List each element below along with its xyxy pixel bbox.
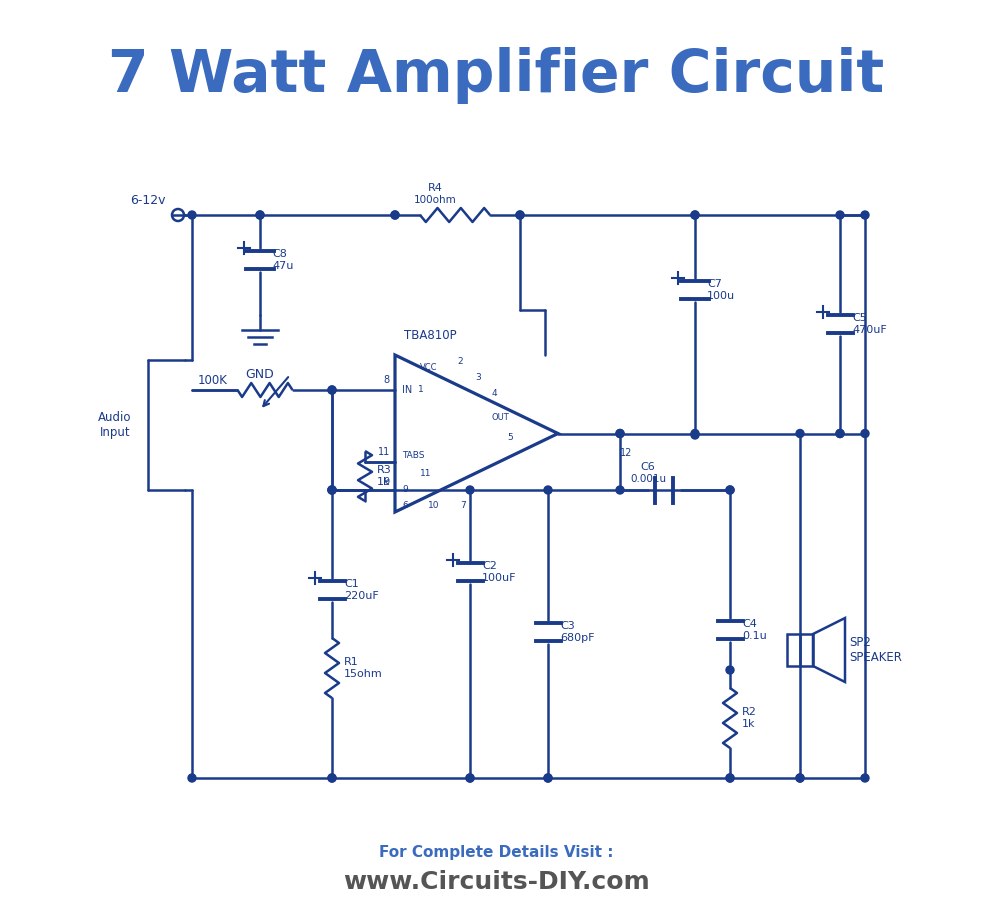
- Text: C8
47u: C8 47u: [272, 249, 294, 271]
- Circle shape: [328, 386, 336, 394]
- Text: 6: 6: [402, 501, 408, 510]
- Text: 12: 12: [620, 448, 632, 458]
- Text: 1: 1: [418, 385, 424, 394]
- Text: 11: 11: [420, 468, 432, 478]
- Circle shape: [726, 486, 734, 494]
- Circle shape: [328, 486, 336, 494]
- Circle shape: [726, 774, 734, 782]
- Text: www.Circuits-DIY.com: www.Circuits-DIY.com: [342, 870, 650, 894]
- Circle shape: [466, 774, 474, 782]
- Text: 11: 11: [378, 447, 390, 457]
- Circle shape: [861, 429, 869, 437]
- Text: 2: 2: [457, 358, 463, 367]
- Text: 6-12v: 6-12v: [130, 194, 166, 207]
- Text: C7
100u: C7 100u: [707, 279, 735, 301]
- Bar: [787, 634, 813, 666]
- Text: 3: 3: [475, 373, 481, 382]
- Circle shape: [861, 774, 869, 782]
- Text: C2
100uF: C2 100uF: [482, 561, 517, 583]
- Circle shape: [466, 774, 474, 782]
- Text: TABS: TABS: [402, 450, 425, 459]
- Text: R2
1k: R2 1k: [742, 707, 757, 729]
- Text: C5
470uF: C5 470uF: [852, 314, 887, 335]
- Circle shape: [796, 429, 804, 437]
- Text: 4: 4: [491, 389, 497, 397]
- Circle shape: [691, 211, 699, 219]
- Text: 10: 10: [428, 501, 439, 510]
- Circle shape: [836, 429, 844, 437]
- Text: VCC: VCC: [420, 363, 437, 372]
- Text: 8: 8: [384, 375, 390, 385]
- Text: R3
1k: R3 1k: [377, 465, 392, 487]
- Text: C6: C6: [641, 462, 656, 472]
- Text: 9: 9: [402, 486, 408, 494]
- Circle shape: [256, 211, 264, 219]
- Circle shape: [691, 431, 699, 439]
- Circle shape: [516, 211, 524, 219]
- Circle shape: [726, 666, 734, 674]
- Circle shape: [256, 211, 264, 219]
- Text: SP2
SPEAKER: SP2 SPEAKER: [849, 636, 902, 664]
- Text: R1
15ohm: R1 15ohm: [344, 657, 383, 679]
- Circle shape: [544, 486, 552, 494]
- Text: R4: R4: [428, 183, 442, 193]
- Circle shape: [544, 774, 552, 782]
- Circle shape: [836, 211, 844, 219]
- Circle shape: [616, 429, 624, 437]
- Circle shape: [328, 486, 336, 494]
- Text: 0.001u: 0.001u: [630, 474, 666, 484]
- Circle shape: [796, 774, 804, 782]
- Text: TBA810P: TBA810P: [404, 329, 456, 342]
- Circle shape: [836, 429, 844, 437]
- Circle shape: [726, 774, 734, 782]
- Circle shape: [616, 429, 624, 437]
- Circle shape: [544, 774, 552, 782]
- Text: 5: 5: [507, 433, 513, 442]
- Text: IN: IN: [402, 385, 413, 395]
- Circle shape: [328, 774, 336, 782]
- Circle shape: [691, 211, 699, 219]
- Text: For Complete Details Visit :: For Complete Details Visit :: [379, 845, 613, 859]
- Text: C3
680pF: C3 680pF: [560, 621, 594, 643]
- Circle shape: [796, 774, 804, 782]
- Circle shape: [328, 774, 336, 782]
- Text: 7 Watt Amplifier Circuit: 7 Watt Amplifier Circuit: [108, 47, 884, 103]
- Text: GND: GND: [246, 369, 275, 382]
- Circle shape: [861, 211, 869, 219]
- Circle shape: [616, 486, 624, 494]
- Text: C1
220uF: C1 220uF: [344, 579, 379, 601]
- Text: 100ohm: 100ohm: [414, 195, 456, 205]
- Circle shape: [328, 386, 336, 394]
- Text: 100K: 100K: [198, 373, 228, 386]
- Circle shape: [691, 429, 699, 437]
- Circle shape: [391, 211, 399, 219]
- Circle shape: [328, 486, 336, 494]
- Circle shape: [466, 486, 474, 494]
- Circle shape: [726, 486, 734, 494]
- Text: 7: 7: [460, 501, 466, 510]
- Circle shape: [516, 211, 524, 219]
- Circle shape: [188, 774, 196, 782]
- Circle shape: [188, 211, 196, 219]
- Text: OUT: OUT: [491, 414, 509, 423]
- Text: Audio
Input: Audio Input: [98, 411, 132, 439]
- Text: C4
0.1u: C4 0.1u: [742, 619, 767, 640]
- Circle shape: [391, 211, 399, 219]
- Text: 9: 9: [384, 477, 390, 487]
